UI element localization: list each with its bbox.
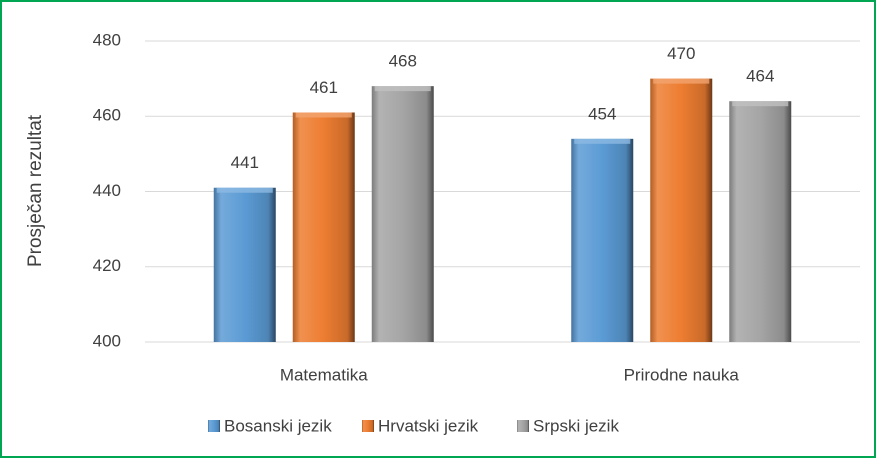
data-label: 468 [389,52,417,71]
legend-label: Bosanski jezik [224,416,332,435]
bar [371,86,434,343]
bar-bevel [653,78,710,84]
x-tick-label: Matematika [280,365,368,384]
bar [213,187,276,342]
x-tick-label: Prirodne nauka [624,365,740,384]
legend-label: Srpski jezik [533,416,619,435]
bar [650,78,713,342]
y-tick-label: 460 [93,106,121,125]
y-tick-label: 420 [93,256,121,275]
data-label: 441 [231,153,259,172]
bar-bevel [216,187,273,193]
bar [571,138,634,342]
data-label: 470 [667,44,695,63]
data-label: 461 [310,78,338,97]
bar-bevel [732,101,789,107]
legend-label: Hrvatski jezik [378,416,479,435]
data-label: 464 [746,67,774,86]
y-tick-label: 400 [93,331,121,350]
bar-bevel [295,112,352,118]
data-label: 454 [588,104,616,123]
bar-bevel [574,138,631,144]
y-axis-label: Prosječan rezultat [25,114,46,267]
y-tick-label: 480 [93,30,121,49]
bar [292,112,355,342]
legend-swatch [208,420,220,432]
y-tick-label: 440 [93,181,121,200]
bar-bevel [374,86,431,92]
bar [729,101,792,342]
legend-swatch [517,420,529,432]
legend-swatch [362,420,374,432]
